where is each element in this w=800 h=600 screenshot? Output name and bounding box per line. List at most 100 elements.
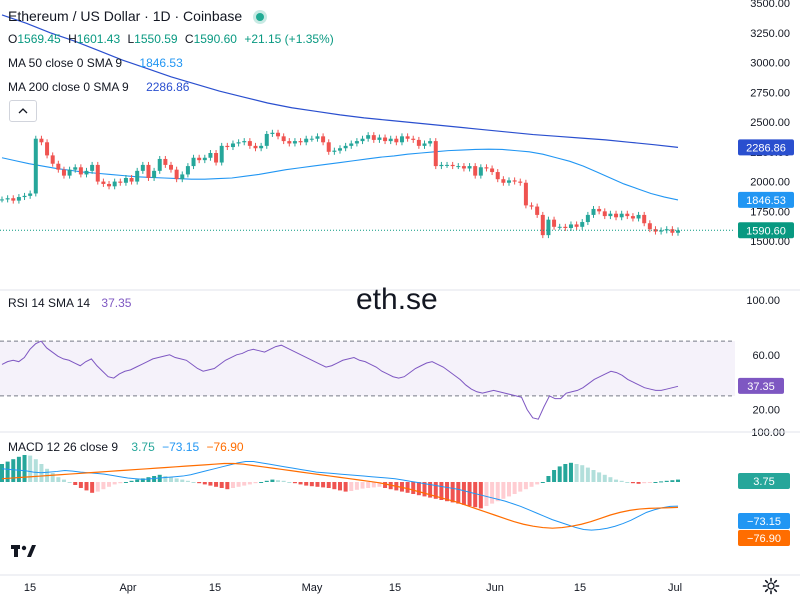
market-status-icon [256,13,265,22]
macd-hist-bar [580,465,585,482]
macd-hist-bar [129,480,134,482]
candle-body [39,138,44,143]
macd-legend[interactable]: MACD 12 26 close 9 3.75 −73.15 −76.90 [8,440,248,454]
ma50-badge-bg [738,191,794,208]
macd-hist-bar [591,470,596,482]
macd-hist-bar [360,482,365,489]
price-tick-label: 2000.00 [750,177,790,189]
macd-hist-bar [298,482,303,485]
candle-body [236,142,241,144]
candle-body [557,226,562,228]
rsi-badge-bg [738,377,784,394]
ma200-legend[interactable]: MA 200 close 0 SMA 9 2286.86 [8,80,193,94]
candle-body [33,138,38,194]
macd-hist-bar [90,482,95,493]
candle-body [467,166,472,169]
candle-body [540,214,545,236]
candle-body [625,213,630,217]
candle-body [445,164,450,166]
candle-body [225,145,230,148]
macd-hist-bar [338,482,342,491]
rsi-tick-label: 100.00 [751,427,785,439]
symbol-legend[interactable]: Ethereum / US Dollar · 1D · Coinbase [8,8,268,24]
ma50-series-line [1,148,679,201]
candle-body [264,133,269,146]
candle-body [552,219,557,227]
tradingview-logo-icon[interactable] [9,540,39,562]
macd-hist-bar [366,482,371,488]
ma200-series-line [1,14,679,149]
ma50-badge: 1846.53 [746,195,786,207]
price-tick-label: 2750.00 [750,87,790,99]
macd-hist-bar [140,478,145,482]
price-tick-label: 3000.00 [750,58,790,70]
macd-hist-bar [16,456,21,482]
symbol-title[interactable]: Ethereum / US Dollar · 1D · Coinbase [8,8,243,24]
time-tick-label: 15 [209,582,221,594]
candle-body [636,214,641,219]
macd-hist-bar [276,480,281,482]
collapse-legend-button[interactable] [9,100,37,122]
macd-hist-bar [73,482,78,485]
ma200-line [1,14,679,149]
candle-body [50,155,55,164]
rsi-value: 37.35 [101,296,132,310]
candle-body [56,163,61,170]
macd-hist-bar [512,482,517,494]
time-tick-label: 15 [389,582,401,594]
macd-hist-bar [118,482,123,484]
price-tick-label: 2500.00 [750,117,790,129]
ma200-value: 2286.86 [146,80,190,94]
candle-body [507,180,511,183]
macd-hist-bar [399,482,404,492]
macd-hist-bar [180,479,185,482]
candle-body [580,222,585,227]
macd-hist-bar [304,482,309,486]
macd-hist-bar [546,476,551,482]
macd-signal-badge: −76.90 [747,533,781,545]
ma200-label[interactable]: MA 200 close 0 SMA 9 [8,80,129,94]
ma200-badge-bg [738,139,794,156]
candle-body [456,166,461,168]
candle-body [78,167,83,175]
macd-hist-bar [619,480,624,482]
last-price-badge: 1590.60 [746,225,786,237]
rsi-label[interactable]: RSI 14 SMA 14 [8,296,91,310]
macd-hist-bar [659,481,664,483]
macd-hist-bar [264,480,269,482]
macd-hist-bar [535,482,540,485]
candle-body [28,193,33,196]
candle-body [473,166,478,176]
candle-body [5,198,10,200]
macd-hist-bar [456,482,461,504]
macd-hist-bar [135,479,140,482]
candle-body [602,211,607,217]
macd-label[interactable]: MACD 12 26 close 9 [8,440,119,454]
candle-body [394,138,399,143]
rsi-badge: 37.35 [747,381,775,393]
macd-hist-bar [405,482,410,493]
gear-icon[interactable] [762,577,780,595]
time-tick-label: Apr [119,582,136,594]
macd-hist-bar [664,480,669,482]
macd-line-value: −73.15 [162,440,200,454]
macd-hist-bar [523,482,528,490]
rsi-legend[interactable]: RSI 14 SMA 14 37.35 [8,296,135,310]
ma50-legend[interactable]: MA 50 close 0 SMA 9 1846.53 [8,56,187,70]
candle-body [529,205,534,207]
macd-hist-value: 3.75 [131,440,155,454]
ohlc-close: 1590.60 [193,32,237,46]
macd-hist-bar [450,482,455,503]
candle-body [619,213,624,218]
macd-hist-bar [332,482,337,490]
macd-hist-badge: 3.75 [753,476,774,488]
candle-body [523,182,528,206]
macd-hist-bar [461,482,466,505]
candle-body [332,150,337,152]
macd-hist-bar [259,482,264,483]
candle-body [169,164,173,170]
ma50-label[interactable]: MA 50 close 0 SMA 9 [8,56,123,70]
macd-hist-bar [208,482,213,486]
macd-hist-bar [56,477,61,482]
